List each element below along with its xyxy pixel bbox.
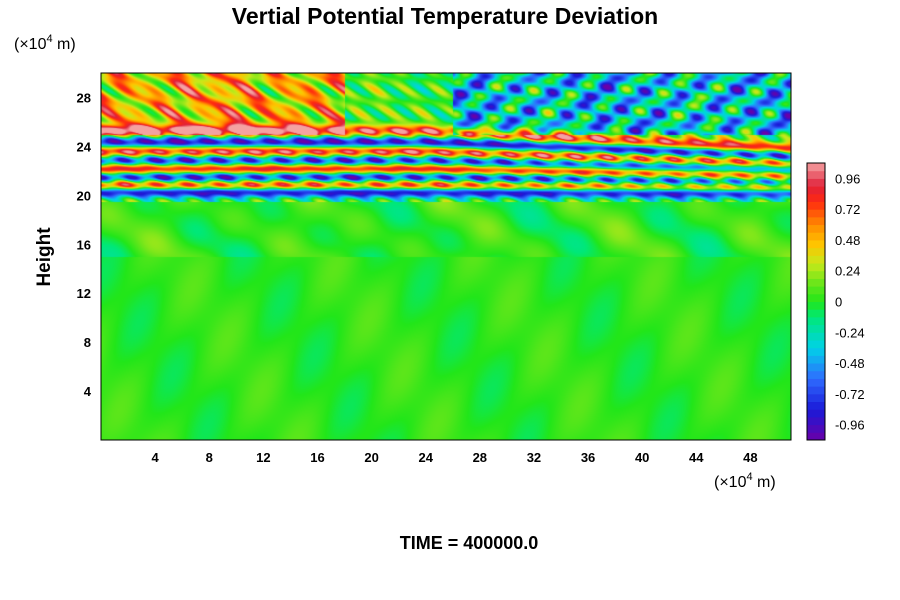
colorbar-segment xyxy=(807,363,825,372)
colorbar-tick-label: 0.96 xyxy=(835,171,860,186)
x-unit-label: (×104 m) xyxy=(714,471,776,491)
x-tick-label: 28 xyxy=(473,450,487,465)
colorbar-segment xyxy=(807,424,825,433)
colorbar-tick-label: -0.48 xyxy=(835,356,865,371)
colorbar-segment xyxy=(807,386,825,395)
colorbar-segment xyxy=(807,209,825,218)
colorbar-segment xyxy=(807,201,825,210)
heatmap-plot-area xyxy=(101,73,791,440)
colorbar-frame xyxy=(806,162,826,441)
colorbar-tick-label: -0.24 xyxy=(835,325,865,340)
y-tick-label: 24 xyxy=(77,139,92,154)
colorbar-segment xyxy=(807,216,825,226)
y-tick-label: 12 xyxy=(77,286,91,301)
colorbar-segment xyxy=(807,163,825,172)
colorbar-segment xyxy=(807,332,825,341)
colorbar-tick-label: 0.72 xyxy=(835,202,860,217)
x-tick-label: 24 xyxy=(418,450,433,465)
colorbar-segment xyxy=(807,293,825,302)
y-axis-label: Height xyxy=(34,227,55,287)
x-tick-label: 44 xyxy=(689,450,704,465)
y-tick-label: 16 xyxy=(77,237,91,252)
plot-frame xyxy=(100,72,792,441)
colorbar-segment xyxy=(807,432,825,441)
x-tick-label: 4 xyxy=(152,450,160,465)
colorbar-segment xyxy=(807,286,825,295)
colorbar-segment xyxy=(807,186,825,195)
x-tick-label: 16 xyxy=(310,450,324,465)
chart-title: Vertial Potential Temperature Deviation xyxy=(232,3,658,29)
colorbar-segment xyxy=(807,193,825,202)
colorbar-segment xyxy=(807,370,825,379)
y-tick-label: 20 xyxy=(77,188,91,203)
colorbar-segment xyxy=(807,224,825,233)
colorbar-segment xyxy=(807,309,825,318)
y-unit-label: (×104 m) xyxy=(14,33,76,53)
colorbar-segment xyxy=(807,409,825,418)
colorbar-segment xyxy=(807,170,825,179)
colorbar-segment xyxy=(807,247,825,256)
colorbar-segment xyxy=(807,339,825,349)
colorbar-segment xyxy=(807,416,825,426)
colorbar-segment xyxy=(807,178,825,187)
x-tick-label: 32 xyxy=(527,450,541,465)
y-axis-ticks: 4 8 12 16 20 24 28 xyxy=(77,90,92,399)
colorbar-segment xyxy=(807,263,825,272)
y-tick-label: 8 xyxy=(84,335,91,350)
colorbar-segment xyxy=(807,355,825,364)
colorbar-segment xyxy=(807,232,825,241)
colorbar-segment xyxy=(807,378,825,387)
x-tick-label: 36 xyxy=(581,450,595,465)
x-tick-label: 48 xyxy=(743,450,757,465)
colorbar-tick-label: -0.96 xyxy=(835,418,865,433)
x-tick-label: 12 xyxy=(256,450,270,465)
colorbar-segment xyxy=(807,401,825,410)
colorbar-segment xyxy=(807,301,825,310)
colorbar-segment xyxy=(807,239,825,249)
colorbar-segment xyxy=(807,278,825,287)
colorbar-tick-labels: 0.96 0.72 0.48 0.24 0 -0.24 -0.48 -0.72 -0.96 xyxy=(835,171,865,432)
y-tick-label: 28 xyxy=(77,90,91,105)
colorbar-segment xyxy=(807,270,825,279)
colorbar xyxy=(806,162,826,441)
colorbar-segment xyxy=(807,393,825,403)
colorbar-tick-label: 0.48 xyxy=(835,233,860,248)
x-axis-ticks: 4 8 12 16 20 24 28 32 36 40 44 48 xyxy=(152,450,758,465)
time-label: TIME = 400000.0 xyxy=(400,533,539,553)
colorbar-tick-label: -0.72 xyxy=(835,387,865,402)
y-tick-label: 4 xyxy=(84,384,92,399)
colorbar-segment xyxy=(807,347,825,356)
colorbar-segment xyxy=(807,255,825,264)
colorbar-tick-label: 0.24 xyxy=(835,264,860,279)
colorbar-segment xyxy=(807,316,825,326)
x-tick-label: 40 xyxy=(635,450,649,465)
x-tick-label: 20 xyxy=(364,450,378,465)
heatmap-field xyxy=(101,73,791,440)
colorbar-segment xyxy=(807,324,825,333)
x-tick-label: 8 xyxy=(206,450,213,465)
colorbar-tick-label: 0 xyxy=(835,295,842,310)
